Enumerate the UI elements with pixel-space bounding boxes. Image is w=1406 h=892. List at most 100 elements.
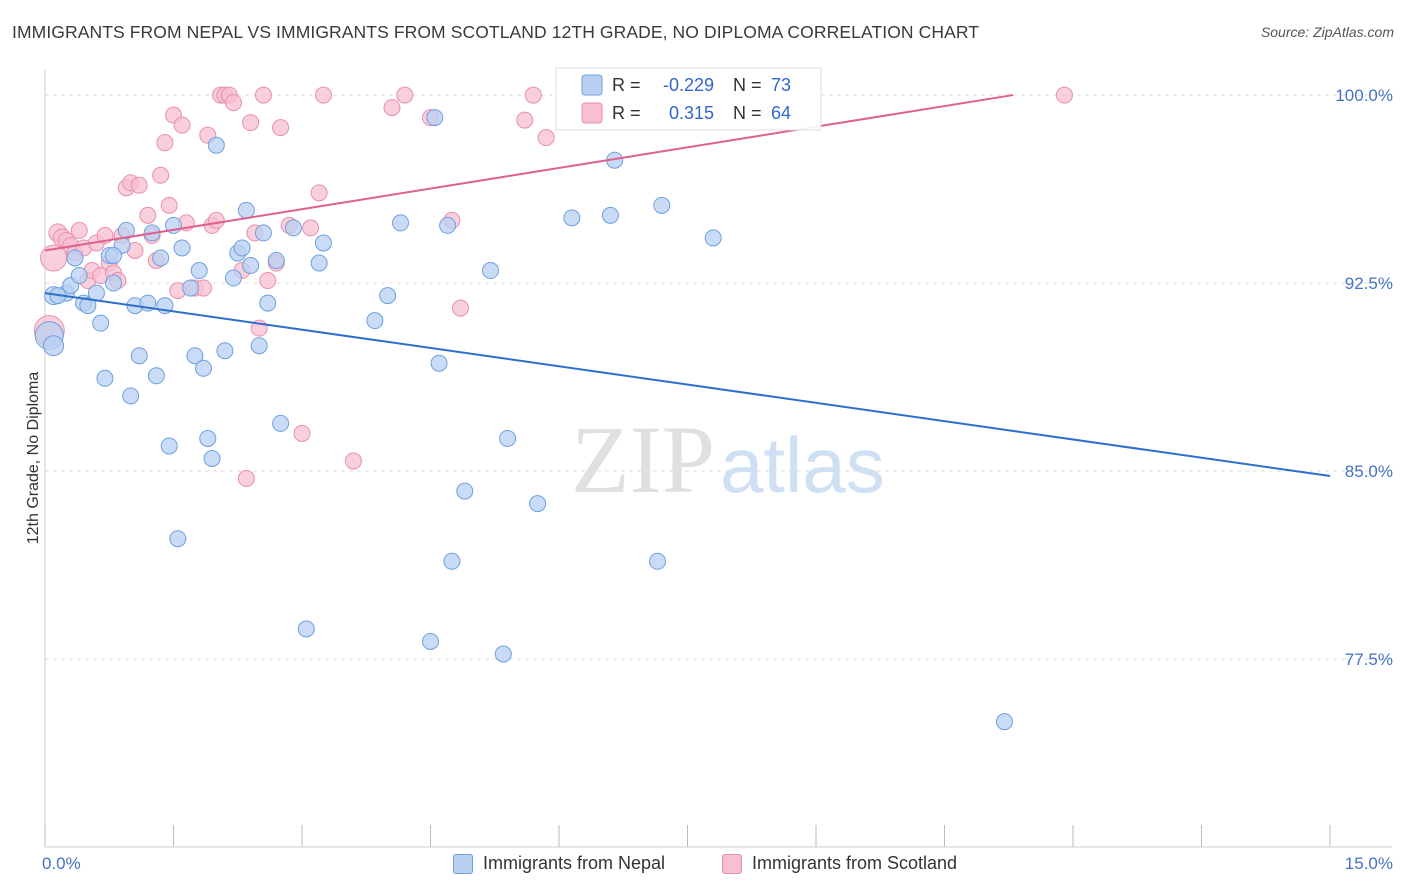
trend-lines (44, 94, 1331, 478)
nepal-point-65 (601, 206, 619, 224)
scotland-point-51 (293, 424, 311, 442)
x-tick-label-0: 0.0% (42, 854, 81, 873)
nepal-point-55 (430, 354, 448, 372)
scotland-trend-line (44, 94, 1014, 252)
nepal-point-28 (182, 279, 200, 297)
nepal-point-32 (199, 429, 217, 447)
nepal-point-54 (426, 109, 444, 127)
nepal-point-70 (995, 713, 1013, 731)
legend-item-nepal[interactable]: Immigrants from Nepal (453, 853, 665, 874)
nepal-point-15 (117, 221, 135, 239)
scotland-point-54 (314, 86, 332, 104)
scotland-point-61 (516, 111, 534, 129)
nepal-point-35 (216, 342, 234, 360)
scotland-point-40 (224, 94, 242, 112)
nepal-point-16 (122, 387, 140, 405)
legend-r-label-nepal: R = (612, 75, 641, 95)
nepal-point-33 (203, 450, 221, 467)
scotland-point-21 (130, 176, 148, 194)
nepal-point-45 (272, 414, 290, 432)
scotland-point-55 (344, 452, 362, 470)
scotland-point-52 (302, 219, 320, 237)
nepal-point-46 (284, 219, 302, 237)
nepal-point-34 (207, 136, 225, 154)
nepal-point-18 (130, 347, 148, 365)
chart-source: Source: ZipAtlas.com (1260, 24, 1394, 40)
nepal-point-60 (494, 645, 512, 663)
nepal-point-31 (194, 359, 212, 377)
nepal-point-58 (456, 482, 474, 500)
legend-swatch-nepal (453, 853, 473, 874)
nepal-point-30 (190, 262, 208, 280)
scotland-point-47 (259, 272, 277, 290)
nepal-point-57 (443, 552, 461, 570)
nepal-point-38 (233, 239, 251, 257)
y-tick-label-1: 85.0% (1345, 462, 1393, 481)
bottom-legend: Immigrants from Nepal Immigrants from Sc… (0, 850, 1406, 880)
scotland-point-22 (139, 206, 157, 224)
nepal-point-56 (439, 216, 457, 234)
scotland-point-65 (1055, 86, 1073, 104)
nepal-point-40 (242, 257, 260, 275)
watermark-atlas: atlas (720, 421, 885, 509)
scotland-point-42 (237, 470, 255, 488)
scotland-point-49 (272, 119, 290, 137)
legend-item-scotland[interactable]: Immigrants from Scotland (722, 853, 957, 874)
scotland-point-26 (156, 134, 174, 152)
nepal-point-41 (250, 337, 268, 355)
scotland-point-46 (254, 86, 272, 104)
nepal-point-47 (297, 620, 315, 638)
watermark: ZIP atlas (571, 406, 885, 513)
scotland-point-30 (173, 116, 191, 134)
nepal-point-69 (704, 229, 722, 247)
legend-r-label-scotland: R = (612, 103, 641, 123)
nepal-point-63 (563, 209, 581, 227)
legend-swatch-scotland (581, 102, 603, 124)
axes: 12th Grade, No Diploma (25, 70, 1392, 848)
nepal-point-24 (160, 437, 178, 455)
nepal-point-39 (237, 201, 255, 219)
nepal-point-22 (152, 249, 170, 267)
nepal-point-68 (653, 196, 671, 214)
scotland-point-25 (152, 166, 170, 184)
nepal-point-51 (379, 287, 397, 305)
legend-r-value-nepal: -0.229 (663, 75, 714, 95)
x-tick-label-1: 15.0% (1345, 854, 1393, 873)
legend-n-label-nepal: N = (733, 75, 762, 95)
nepal-point-8 (79, 297, 97, 315)
nepal-point-6 (70, 267, 88, 285)
series-nepal-points (34, 104, 1013, 731)
nepal-point-27 (173, 239, 191, 257)
watermark-zip: ZIP (571, 406, 715, 513)
scotland-point-7 (70, 221, 88, 239)
scotland-point-57 (396, 86, 414, 104)
legend-label-nepal: Immigrants from Nepal (483, 853, 666, 873)
scotland-point-27 (160, 196, 178, 214)
scotland-point-62 (524, 86, 542, 104)
legend-swatch-scotland (722, 853, 742, 874)
scotland-point-36 (207, 211, 225, 229)
tick-labels: 77.5% 85.0% 92.5% 100.0% 0.0% 15.0% (42, 86, 1393, 873)
nepal-point-72 (105, 246, 123, 264)
legend-n-label-scotland: N = (733, 103, 762, 123)
nepal-point-21 (147, 367, 165, 385)
y-tick-label-3: 100.0% (1335, 86, 1393, 105)
nepal-point-11 (96, 369, 114, 387)
scotland-point-53 (310, 184, 328, 202)
y-tick-label-2: 92.5% (1345, 274, 1393, 293)
legend-n-value-nepal: 73 (771, 75, 791, 95)
nepal-point-53 (422, 632, 439, 650)
nepal-point-44 (267, 251, 285, 269)
y-axis-label: 12th Grade, No Diploma (25, 372, 42, 545)
nepal-point-59 (481, 262, 499, 280)
scotland-point-63 (537, 129, 555, 147)
chart-title: IMMIGRANTS FROM NEPAL VS IMMIGRANTS FROM… (12, 22, 980, 42)
nepal-point-67 (649, 552, 667, 570)
nepal-point-48 (310, 254, 328, 272)
legend-swatch-nepal (581, 74, 603, 96)
scotland-point-56 (383, 99, 401, 117)
nepal-point-10 (92, 314, 110, 332)
nepal-point-49 (314, 234, 332, 252)
nepal-point-13 (105, 274, 123, 292)
